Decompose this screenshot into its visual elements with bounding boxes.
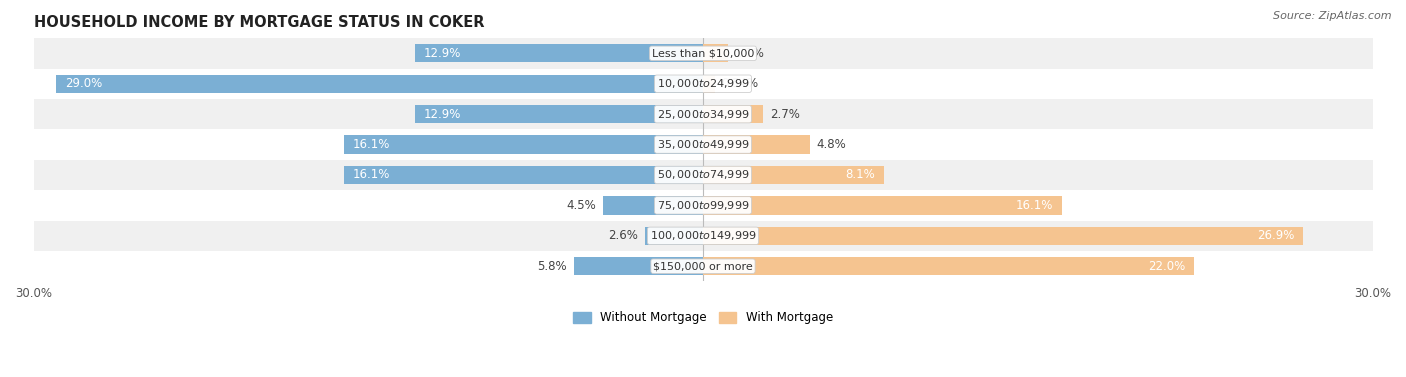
Bar	[34, 190, 1372, 221]
Text: $100,000 to $149,999: $100,000 to $149,999	[650, 229, 756, 242]
Text: 26.9%: 26.9%	[1257, 229, 1295, 242]
Text: Less than $10,000: Less than $10,000	[652, 48, 754, 58]
Bar	[34, 160, 1372, 190]
Text: 22.0%: 22.0%	[1147, 260, 1185, 273]
Bar	[56, 75, 703, 93]
Text: 16.1%: 16.1%	[1017, 199, 1053, 212]
Bar	[703, 257, 1194, 275]
Bar	[343, 135, 703, 154]
Text: 16.1%: 16.1%	[353, 169, 389, 181]
Text: 1.1%: 1.1%	[734, 47, 763, 60]
Bar	[343, 166, 703, 184]
Text: 12.9%: 12.9%	[425, 108, 461, 121]
Bar	[645, 227, 703, 245]
Legend: Without Mortgage, With Mortgage: Without Mortgage, With Mortgage	[568, 307, 838, 329]
Bar	[34, 38, 1372, 69]
Bar	[703, 105, 763, 123]
Text: $75,000 to $99,999: $75,000 to $99,999	[657, 199, 749, 212]
Bar	[703, 135, 810, 154]
Bar	[415, 44, 703, 63]
Bar	[415, 105, 703, 123]
Text: $35,000 to $49,999: $35,000 to $49,999	[657, 138, 749, 151]
Bar	[34, 129, 1372, 160]
Text: $10,000 to $24,999: $10,000 to $24,999	[657, 77, 749, 90]
Bar	[34, 221, 1372, 251]
Bar	[703, 75, 716, 93]
Text: 12.9%: 12.9%	[425, 47, 461, 60]
Text: 16.1%: 16.1%	[353, 138, 389, 151]
Bar	[574, 257, 703, 275]
Text: $150,000 or more: $150,000 or more	[654, 261, 752, 271]
Text: $50,000 to $74,999: $50,000 to $74,999	[657, 169, 749, 181]
Text: 4.5%: 4.5%	[567, 199, 596, 212]
Bar	[703, 227, 1303, 245]
Bar	[34, 251, 1372, 281]
Bar	[34, 99, 1372, 129]
Bar	[703, 44, 727, 63]
Text: Source: ZipAtlas.com: Source: ZipAtlas.com	[1274, 11, 1392, 21]
Text: 2.7%: 2.7%	[770, 108, 800, 121]
Text: 5.8%: 5.8%	[537, 260, 567, 273]
Bar	[703, 196, 1063, 215]
Bar	[603, 196, 703, 215]
Bar	[703, 166, 884, 184]
Text: 29.0%: 29.0%	[65, 77, 103, 90]
Text: HOUSEHOLD INCOME BY MORTGAGE STATUS IN COKER: HOUSEHOLD INCOME BY MORTGAGE STATUS IN C…	[34, 15, 484, 30]
Text: 2.6%: 2.6%	[609, 229, 638, 242]
Text: 0.54%: 0.54%	[721, 77, 759, 90]
Bar	[34, 69, 1372, 99]
Text: $25,000 to $34,999: $25,000 to $34,999	[657, 108, 749, 121]
Text: 4.8%: 4.8%	[817, 138, 846, 151]
Text: 8.1%: 8.1%	[845, 169, 875, 181]
